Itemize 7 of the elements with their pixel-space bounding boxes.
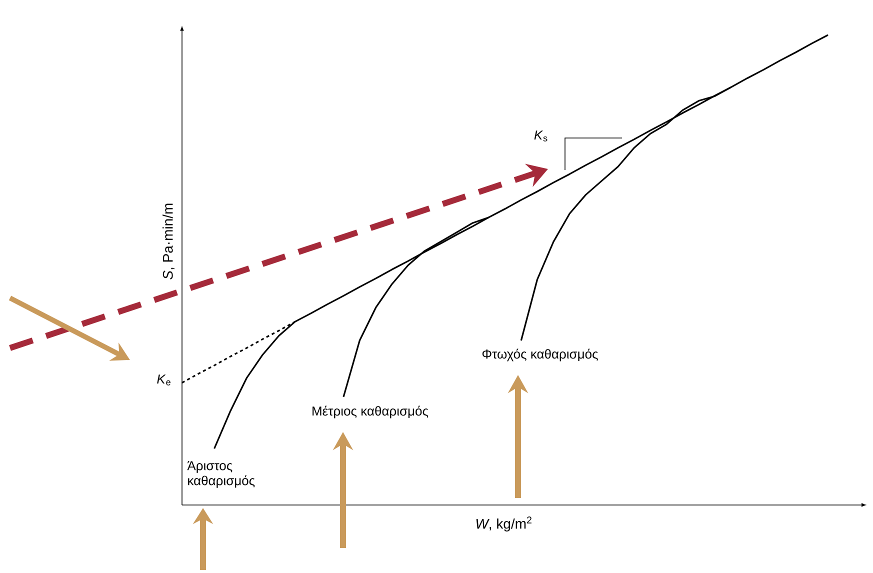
text: K$_{e}$ — [157, 374, 170, 386]
annotation: Μέτριος καθαρισμός — [312, 406, 428, 418]
annotation: Άριστος καθαρισμός — [187, 461, 255, 488]
annotation: K$_{s}$ — [534, 130, 548, 142]
x-axis-title: W, kg/m$^{2}$ — [476, 516, 532, 532]
y-axis-title: S, Pa·min/m — [162, 204, 174, 280]
annotation: Φτωχός καθαρισμός — [482, 348, 598, 362]
